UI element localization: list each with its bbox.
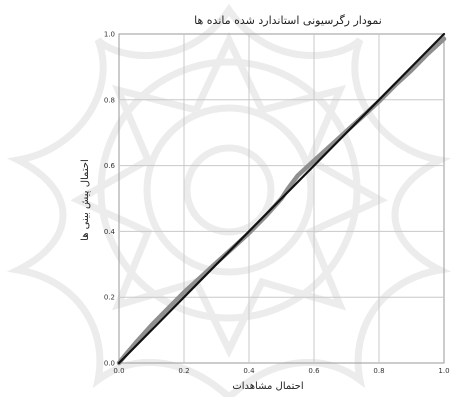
gridlines bbox=[119, 34, 444, 363]
x-axis-label: احتمال مشاهدات bbox=[232, 381, 303, 392]
plot-frame bbox=[118, 33, 445, 364]
y-tick-label: 0.2 bbox=[104, 294, 115, 302]
x-tick-label: 0.0 bbox=[113, 367, 124, 375]
y-tick-label: 0.4 bbox=[104, 228, 116, 236]
watermark-ornament bbox=[6, 3, 452, 397]
x-tick-label: 0.8 bbox=[373, 367, 384, 375]
series-layer bbox=[116, 32, 447, 366]
plot-area: 0.0 0.2 0.4 0.6 0.8 1.0 0.0 0.2 0.4 0.6 0.8 1.0 bbox=[104, 31, 450, 376]
x-axis-ticks: 0.0 0.2 0.4 0.6 0.8 1.0 bbox=[113, 367, 449, 375]
y-tick-label: 0.8 bbox=[104, 96, 115, 104]
x-tick-label: 0.4 bbox=[243, 367, 255, 375]
chart-title: نمودار رگرسیونی استاندارد شده مانده ها bbox=[194, 14, 382, 27]
y-tick-label: 0.6 bbox=[104, 162, 116, 170]
x-tick-label: 1.0 bbox=[438, 367, 449, 375]
y-tick-label: 0.0 bbox=[104, 360, 115, 368]
y-axis-label: احتمال پیش بینی ها bbox=[80, 159, 91, 241]
x-tick-label: 0.2 bbox=[178, 367, 189, 375]
reference-line bbox=[117, 32, 446, 365]
y-axis-ticks: 0.0 0.2 0.4 0.6 0.8 1.0 bbox=[104, 31, 116, 368]
x-tick-label: 0.6 bbox=[308, 367, 320, 375]
y-tick-label: 1.0 bbox=[104, 31, 115, 39]
